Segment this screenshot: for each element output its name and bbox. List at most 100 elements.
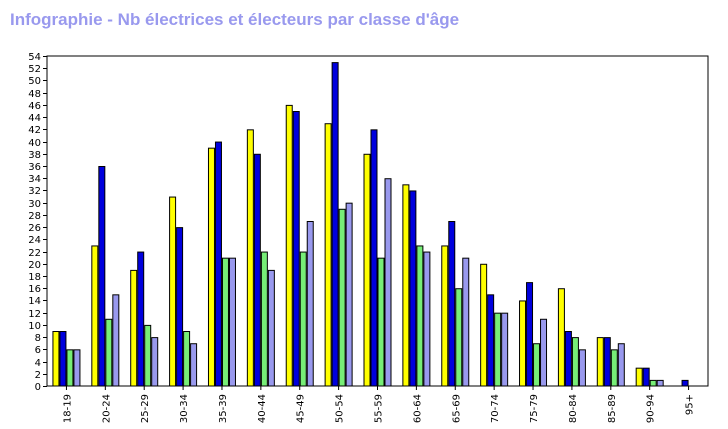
bar bbox=[363, 153, 371, 387]
bar bbox=[260, 251, 268, 387]
bar bbox=[338, 208, 346, 387]
bar bbox=[617, 343, 625, 387]
bar bbox=[137, 251, 145, 387]
bar bbox=[73, 349, 81, 387]
bar bbox=[681, 379, 689, 387]
bar bbox=[267, 269, 275, 387]
bar bbox=[642, 367, 650, 387]
y-tick-label: 10 bbox=[28, 321, 41, 332]
bar bbox=[656, 379, 664, 387]
bar bbox=[409, 190, 417, 387]
y-tick-label: 24 bbox=[28, 235, 41, 246]
x-tick-label: 90-94 bbox=[646, 394, 657, 423]
bar bbox=[130, 269, 138, 387]
x-tick-label: 40-44 bbox=[257, 394, 268, 423]
bar bbox=[377, 257, 385, 387]
y-tick-label: 48 bbox=[28, 89, 41, 100]
bar bbox=[564, 331, 572, 387]
y-tick-label: 4 bbox=[35, 358, 41, 369]
bar bbox=[105, 318, 113, 387]
y-tick-label: 0 bbox=[35, 382, 41, 393]
y-tick-label: 32 bbox=[28, 186, 41, 197]
bar bbox=[183, 331, 191, 387]
x-tick-label: 50-54 bbox=[335, 394, 346, 423]
bar bbox=[253, 153, 261, 387]
bar bbox=[190, 343, 198, 387]
bar bbox=[207, 147, 215, 387]
x-tick-label: 60-64 bbox=[412, 394, 423, 423]
bar bbox=[324, 123, 332, 387]
bar bbox=[331, 62, 339, 387]
bar bbox=[596, 337, 604, 387]
bar bbox=[169, 196, 177, 387]
y-tick-label: 50 bbox=[28, 76, 41, 87]
bar bbox=[112, 294, 120, 387]
bar bbox=[402, 184, 410, 387]
x-tick-label: 18-19 bbox=[62, 394, 73, 423]
y-tick-label: 52 bbox=[28, 64, 41, 75]
bar bbox=[519, 300, 527, 387]
bar bbox=[533, 343, 541, 387]
bar bbox=[59, 331, 67, 387]
x-tick-label: 20-24 bbox=[101, 394, 112, 423]
x-tick-label: 75-79 bbox=[529, 394, 540, 423]
bar bbox=[603, 337, 611, 387]
y-tick-label: 30 bbox=[28, 199, 41, 210]
y-tick-label: 18 bbox=[28, 272, 41, 283]
bar bbox=[571, 337, 579, 387]
y-tick-label: 20 bbox=[28, 260, 41, 271]
x-tick-label: 65-69 bbox=[451, 394, 462, 423]
bar bbox=[285, 104, 293, 387]
bar bbox=[557, 288, 565, 387]
y-tick-label: 44 bbox=[28, 113, 41, 124]
y-tick-label: 28 bbox=[28, 211, 41, 222]
bar bbox=[299, 251, 307, 387]
bar bbox=[441, 245, 449, 387]
bar bbox=[292, 111, 300, 387]
bar bbox=[144, 324, 152, 387]
bar bbox=[98, 166, 106, 387]
x-tick-label: 35-39 bbox=[218, 394, 229, 423]
x-tick-label: 70-74 bbox=[490, 394, 501, 423]
bar bbox=[540, 318, 548, 387]
x-tick-label: 55-59 bbox=[374, 394, 385, 423]
x-tick-label: 80-84 bbox=[568, 394, 579, 423]
bar bbox=[151, 337, 159, 387]
bar bbox=[480, 263, 488, 387]
x-tick-label: 85-89 bbox=[607, 394, 618, 423]
bar bbox=[176, 227, 184, 387]
bar bbox=[578, 349, 586, 387]
x-tick-label: 45-49 bbox=[296, 394, 307, 423]
y-tick-label: 54 bbox=[28, 52, 41, 63]
y-tick-label: 42 bbox=[28, 125, 41, 136]
x-tick-label: 30-34 bbox=[179, 394, 190, 423]
bar bbox=[501, 312, 509, 387]
bar bbox=[635, 367, 643, 387]
bar bbox=[610, 349, 618, 387]
bar bbox=[526, 282, 534, 387]
bar bbox=[246, 129, 254, 387]
y-tick-label: 46 bbox=[28, 101, 41, 112]
x-tick-label: 95+ bbox=[685, 394, 696, 415]
bar bbox=[494, 312, 502, 387]
y-tick-label: 40 bbox=[28, 138, 41, 149]
x-tick-label: 25-29 bbox=[140, 394, 151, 423]
y-tick-label: 2 bbox=[35, 370, 41, 381]
bar bbox=[649, 379, 657, 387]
y-tick-label: 14 bbox=[28, 296, 41, 307]
bar bbox=[66, 349, 74, 387]
bar bbox=[370, 129, 378, 387]
bar bbox=[423, 251, 431, 387]
bar bbox=[345, 202, 353, 387]
y-tick-label: 36 bbox=[28, 162, 41, 173]
y-tick-label: 8 bbox=[35, 333, 41, 344]
bar bbox=[487, 294, 495, 387]
bar bbox=[416, 245, 424, 387]
bar bbox=[228, 257, 236, 387]
y-tick-label: 12 bbox=[28, 309, 41, 320]
y-tick-label: 26 bbox=[28, 223, 41, 234]
bar bbox=[214, 141, 222, 387]
bar bbox=[91, 245, 99, 387]
bar bbox=[384, 178, 392, 387]
